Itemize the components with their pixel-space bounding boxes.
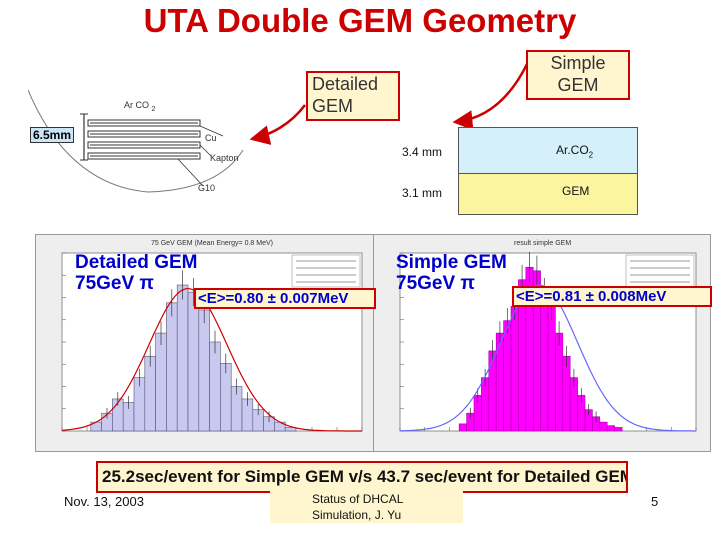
footer-title-line2: Simulation, J. Yu	[312, 508, 402, 522]
detailed-gem-histogram-panel: 75 GeV GEM (Mean Energy= 0.8 MeV)	[35, 234, 377, 452]
histogram-bar	[220, 363, 232, 432]
right-plot-title: result simple GEM	[514, 240, 572, 247]
detailed-gem-callout-text: Detailed GEM	[312, 74, 379, 116]
histogram-bar	[187, 291, 200, 432]
footer-title-line1: Status of DHCAL	[312, 492, 404, 506]
left-label-line2: 75GeV π	[75, 273, 154, 294]
histogram-bar	[503, 320, 512, 432]
footer-date: Nov. 13, 2003	[64, 494, 144, 509]
page-title: UTA Double GEM Geometry	[143, 2, 577, 39]
histogram-bar	[495, 332, 504, 432]
detailed-gem-arrow	[249, 104, 306, 145]
right-label-line1: Simple GEM	[396, 252, 507, 273]
histogram-bar	[209, 341, 221, 432]
histogram-bar	[155, 332, 167, 432]
histogram-bar	[562, 355, 571, 432]
detailed-gem-callout: Detailed GEM	[306, 71, 400, 121]
simple-gem-histogram-panel: result simple GEM	[373, 234, 711, 452]
g10-label: G10	[198, 183, 216, 193]
gaussian-fit-curve	[61, 287, 362, 432]
kapton-label: Kapton	[210, 153, 239, 163]
gem-foil-stack	[87, 119, 201, 160]
layer-arco-material: Ar.CO2	[556, 143, 594, 160]
histogram-bar	[144, 355, 156, 432]
cu-label: Cu	[205, 133, 217, 143]
histogram-bar	[614, 427, 623, 432]
simple-layer-arco	[458, 127, 638, 175]
left-plot-title: 75 GeV GEM (Mean Energy= 0.8 MeV)	[151, 240, 273, 247]
right-mean-box: <E>=0.81 ± 0.008MeV	[512, 286, 712, 307]
page-number: 5	[651, 494, 659, 509]
left-mean-box: <E>=0.80 ± 0.007MeV	[194, 288, 376, 309]
right-plot-label: Simple GEM 75GeV π	[396, 252, 507, 294]
histogram-bar	[284, 427, 297, 432]
arco-label: Ar CO 2	[124, 100, 156, 113]
callout-arrows	[249, 61, 530, 145]
histogram-bar	[540, 291, 549, 432]
histogram-bar	[166, 302, 178, 432]
histogram-bar	[198, 309, 210, 432]
simple-gem-callout-text: Simple GEM	[550, 53, 606, 95]
histogram-bar	[510, 306, 519, 432]
simple-gem-arrow	[452, 61, 530, 131]
left-histogram-svg	[61, 252, 363, 432]
layer-gem-thickness: 3.1 mm	[402, 186, 443, 200]
right-label-line2: 75GeV π	[396, 273, 475, 294]
thickness-label: 6.5mm	[30, 127, 75, 143]
left-label-line1: Detailed GEM	[75, 252, 198, 273]
left-plot-label: Detailed GEM 75GeV π	[75, 252, 197, 294]
histogram-bar	[488, 350, 497, 432]
histogram-bar	[547, 306, 556, 432]
layer-arco-thickness: 3.4 mm	[402, 145, 443, 159]
layer-gem-material: GEM	[562, 184, 590, 198]
histogram-bar	[599, 421, 608, 432]
histogram-bar	[458, 423, 467, 432]
simple-gem-callout: Simple GEM	[526, 50, 630, 100]
histogram-bar	[555, 332, 564, 432]
footer-title-box: Status of DHCAL Simulation, J. Yu	[270, 491, 463, 523]
histogram-bar	[606, 425, 615, 432]
histogram-bar	[176, 284, 189, 432]
timing-comparison-note: 25.2sec/event for Simple GEM v/s 43.7 se…	[96, 461, 628, 493]
simple-layer-gem	[458, 173, 638, 215]
